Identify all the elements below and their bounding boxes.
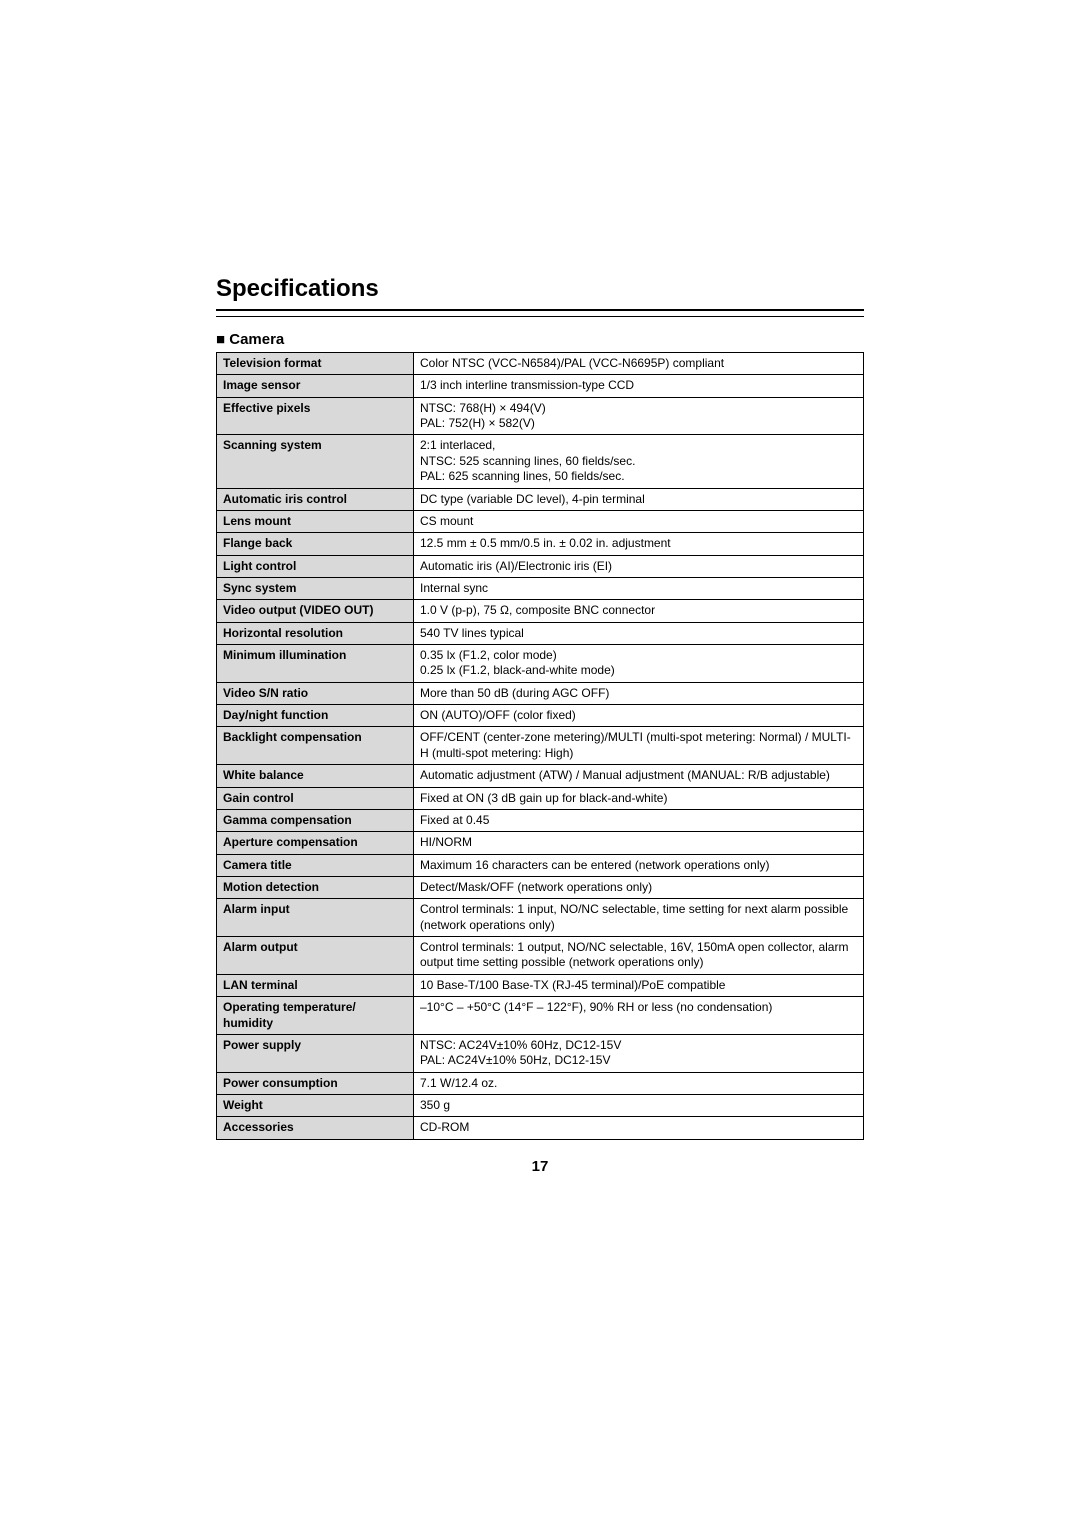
spec-value: CS mount <box>414 510 864 532</box>
spec-value: CD-ROM <box>414 1117 864 1139</box>
title-rule <box>216 309 864 317</box>
table-row: Lens mountCS mount <box>217 510 864 532</box>
spec-value: More than 50 dB (during AGC OFF) <box>414 682 864 704</box>
spec-label: Alarm output <box>217 937 414 975</box>
table-row: Scanning system2:1 interlaced, NTSC: 525… <box>217 435 864 488</box>
spec-value: Automatic adjustment (ATW) / Manual adju… <box>414 765 864 787</box>
spec-label: Accessories <box>217 1117 414 1139</box>
spec-value: 1.0 V (p-p), 75 Ω, composite BNC connect… <box>414 600 864 622</box>
spec-value: Control terminals: 1 output, NO/NC selec… <box>414 937 864 975</box>
section-title: Specifications <box>216 275 864 303</box>
spec-value: 0.35 lx (F1.2, color mode) 0.25 lx (F1.2… <box>414 645 864 683</box>
spec-value: NTSC: AC24V±10% 60Hz, DC12-15V PAL: AC24… <box>414 1034 864 1072</box>
spec-value: Internal sync <box>414 577 864 599</box>
table-row: Minimum illumination0.35 lx (F1.2, color… <box>217 645 864 683</box>
spec-label: Power supply <box>217 1034 414 1072</box>
spec-value: Fixed at 0.45 <box>414 809 864 831</box>
spec-label: Lens mount <box>217 510 414 532</box>
table-row: Backlight compensationOFF/CENT (center-z… <box>217 727 864 765</box>
spec-value: 540 TV lines typical <box>414 622 864 644</box>
table-row: Sync systemInternal sync <box>217 577 864 599</box>
spec-label: Video S/N ratio <box>217 682 414 704</box>
spec-value: Maximum 16 characters can be entered (ne… <box>414 854 864 876</box>
spec-value: Automatic iris (AI)/Electronic iris (EI) <box>414 555 864 577</box>
spec-label: Minimum illumination <box>217 645 414 683</box>
spec-label: Camera title <box>217 854 414 876</box>
page-number: 17 <box>216 1158 864 1175</box>
spec-label: Flange back <box>217 533 414 555</box>
table-row: Automatic iris controlDC type (variable … <box>217 488 864 510</box>
spec-value: Color NTSC (VCC-N6584)/PAL (VCC-N6695P) … <box>414 353 864 375</box>
spec-table-body: Television formatColor NTSC (VCC-N6584)/… <box>217 353 864 1140</box>
table-row: Flange back12.5 mm ± 0.5 mm/0.5 in. ± 0.… <box>217 533 864 555</box>
spec-label: Backlight compensation <box>217 727 414 765</box>
spec-value: 1/3 inch interline transmission-type CCD <box>414 375 864 397</box>
table-row: Image sensor1/3 inch interline transmiss… <box>217 375 864 397</box>
table-row: Operating temperature/ humidity–10°C – +… <box>217 997 864 1035</box>
spec-label: Aperture compensation <box>217 832 414 854</box>
spec-value: 350 g <box>414 1094 864 1116</box>
spec-label: Light control <box>217 555 414 577</box>
table-row: Light controlAutomatic iris (AI)/Electro… <box>217 555 864 577</box>
table-row: Motion detectionDetect/Mask/OFF (network… <box>217 876 864 898</box>
table-row: Horizontal resolution540 TV lines typica… <box>217 622 864 644</box>
table-row: Alarm outputControl terminals: 1 output,… <box>217 937 864 975</box>
spec-label: Gamma compensation <box>217 809 414 831</box>
spec-label: White balance <box>217 765 414 787</box>
spec-value: 12.5 mm ± 0.5 mm/0.5 in. ± 0.02 in. adju… <box>414 533 864 555</box>
spec-label: Television format <box>217 353 414 375</box>
table-row: Day/night functionON (AUTO)/OFF (color f… <box>217 705 864 727</box>
spec-label: Power consumption <box>217 1072 414 1094</box>
table-row: Television formatColor NTSC (VCC-N6584)/… <box>217 353 864 375</box>
spec-value: 10 Base-T/100 Base-TX (RJ-45 terminal)/P… <box>414 974 864 996</box>
spec-value: DC type (variable DC level), 4-pin termi… <box>414 488 864 510</box>
spec-label: Video output (VIDEO OUT) <box>217 600 414 622</box>
spec-label: Effective pixels <box>217 397 414 435</box>
spec-label: Operating temperature/ humidity <box>217 997 414 1035</box>
subsection-heading: ■ Camera <box>216 331 864 348</box>
spec-label: Scanning system <box>217 435 414 488</box>
table-row: Video output (VIDEO OUT)1.0 V (p-p), 75 … <box>217 600 864 622</box>
spec-value: 7.1 W/12.4 oz. <box>414 1072 864 1094</box>
table-row: Gamma compensationFixed at 0.45 <box>217 809 864 831</box>
spec-value: Control terminals: 1 input, NO/NC select… <box>414 899 864 937</box>
spec-label: Sync system <box>217 577 414 599</box>
table-row: Camera titleMaximum 16 characters can be… <box>217 854 864 876</box>
spec-label: LAN terminal <box>217 974 414 996</box>
spec-value: 2:1 interlaced, NTSC: 525 scanning lines… <box>414 435 864 488</box>
spec-value: NTSC: 768(H) × 494(V) PAL: 752(H) × 582(… <box>414 397 864 435</box>
spec-value: ON (AUTO)/OFF (color fixed) <box>414 705 864 727</box>
spec-label: Day/night function <box>217 705 414 727</box>
spec-value: HI/NORM <box>414 832 864 854</box>
spec-label: Weight <box>217 1094 414 1116</box>
table-row: AccessoriesCD-ROM <box>217 1117 864 1139</box>
page: Specifications ■ Camera Television forma… <box>0 0 1080 1528</box>
spec-value: –10°C – +50°C (14°F – 122°F), 90% RH or … <box>414 997 864 1035</box>
table-row: Power consumption7.1 W/12.4 oz. <box>217 1072 864 1094</box>
table-row: Gain controlFixed at ON (3 dB gain up fo… <box>217 787 864 809</box>
spec-label: Automatic iris control <box>217 488 414 510</box>
table-row: Alarm inputControl terminals: 1 input, N… <box>217 899 864 937</box>
spec-table: Television formatColor NTSC (VCC-N6584)/… <box>216 352 864 1140</box>
spec-label: Image sensor <box>217 375 414 397</box>
subhead-text: Camera <box>229 331 284 348</box>
spec-label: Gain control <box>217 787 414 809</box>
table-row: Video S/N ratioMore than 50 dB (during A… <box>217 682 864 704</box>
spec-value: Detect/Mask/OFF (network operations only… <box>414 876 864 898</box>
table-row: Power supplyNTSC: AC24V±10% 60Hz, DC12-1… <box>217 1034 864 1072</box>
spec-label: Horizontal resolution <box>217 622 414 644</box>
spec-label: Alarm input <box>217 899 414 937</box>
table-row: Effective pixelsNTSC: 768(H) × 494(V) PA… <box>217 397 864 435</box>
table-row: Aperture compensationHI/NORM <box>217 832 864 854</box>
spec-value: Fixed at ON (3 dB gain up for black-and-… <box>414 787 864 809</box>
spec-label: Motion detection <box>217 876 414 898</box>
table-row: LAN terminal10 Base-T/100 Base-TX (RJ-45… <box>217 974 864 996</box>
table-row: White balanceAutomatic adjustment (ATW) … <box>217 765 864 787</box>
spec-value: OFF/CENT (center-zone metering)/MULTI (m… <box>414 727 864 765</box>
table-row: Weight350 g <box>217 1094 864 1116</box>
subhead-marker: ■ <box>216 331 225 348</box>
